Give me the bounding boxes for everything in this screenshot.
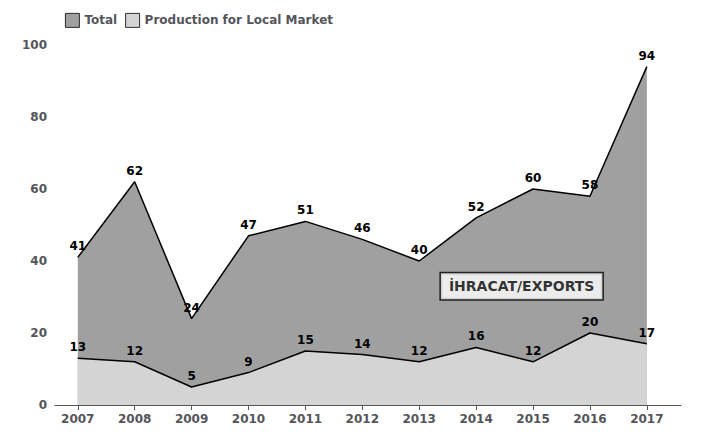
svg-text:40: 40 — [411, 243, 428, 257]
svg-text:41: 41 — [69, 239, 86, 253]
svg-text:51: 51 — [297, 203, 314, 217]
svg-text:2014: 2014 — [459, 412, 492, 426]
svg-text:5: 5 — [187, 369, 195, 383]
svg-text:12: 12 — [525, 344, 542, 358]
svg-text:2011: 2011 — [289, 412, 322, 426]
svg-text:47: 47 — [240, 218, 257, 232]
svg-text:2008: 2008 — [118, 412, 151, 426]
svg-text:12: 12 — [411, 344, 428, 358]
svg-text:80: 80 — [30, 110, 47, 124]
svg-text:Total: Total — [84, 13, 117, 27]
svg-text:58: 58 — [582, 178, 599, 192]
svg-text:60: 60 — [525, 171, 542, 185]
svg-text:9: 9 — [244, 355, 252, 369]
svg-text:İHRACAT/EXPORTS: İHRACAT/EXPORTS — [449, 278, 595, 294]
svg-text:2017: 2017 — [630, 412, 663, 426]
svg-text:24: 24 — [183, 301, 200, 315]
svg-text:2007: 2007 — [61, 412, 94, 426]
svg-text:2016: 2016 — [573, 412, 606, 426]
svg-text:62: 62 — [126, 164, 143, 178]
svg-text:94: 94 — [639, 49, 656, 63]
svg-text:20: 20 — [582, 315, 599, 329]
svg-text:2015: 2015 — [516, 412, 549, 426]
svg-text:2010: 2010 — [232, 412, 265, 426]
svg-text:17: 17 — [639, 326, 656, 340]
svg-text:Production for Local Market: Production for Local Market — [145, 13, 334, 27]
svg-text:2013: 2013 — [403, 412, 436, 426]
svg-text:100: 100 — [22, 38, 47, 52]
svg-text:52: 52 — [468, 200, 485, 214]
svg-text:0: 0 — [39, 398, 47, 412]
svg-text:2009: 2009 — [175, 412, 208, 426]
svg-text:13: 13 — [69, 340, 86, 354]
svg-text:46: 46 — [354, 221, 371, 235]
svg-text:20: 20 — [30, 326, 47, 340]
svg-text:12: 12 — [126, 344, 143, 358]
svg-text:16: 16 — [468, 329, 485, 343]
svg-text:15: 15 — [297, 333, 314, 347]
svg-text:60: 60 — [30, 182, 47, 196]
svg-text:14: 14 — [354, 337, 371, 351]
svg-text:2012: 2012 — [346, 412, 379, 426]
svg-text:40: 40 — [30, 254, 47, 268]
